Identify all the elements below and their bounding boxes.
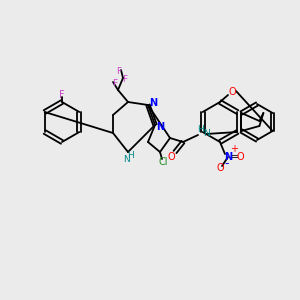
Text: O: O [236,152,244,162]
Text: N: N [156,122,164,132]
Text: N: N [123,155,129,164]
Text: =: = [231,152,239,162]
Text: N: N [224,152,232,162]
Text: -: - [225,158,229,170]
Text: O: O [228,87,236,97]
Text: H: H [196,125,203,134]
Text: O: O [167,152,175,162]
Text: F: F [116,68,122,76]
Text: N: N [149,98,157,108]
Text: H: H [127,152,134,160]
Text: Cl: Cl [158,157,168,167]
Text: +: + [230,144,238,154]
Text: F: F [59,90,65,100]
Text: N: N [202,128,209,137]
Text: F: F [122,76,128,85]
Text: O: O [216,163,224,173]
Text: F: F [112,80,118,88]
